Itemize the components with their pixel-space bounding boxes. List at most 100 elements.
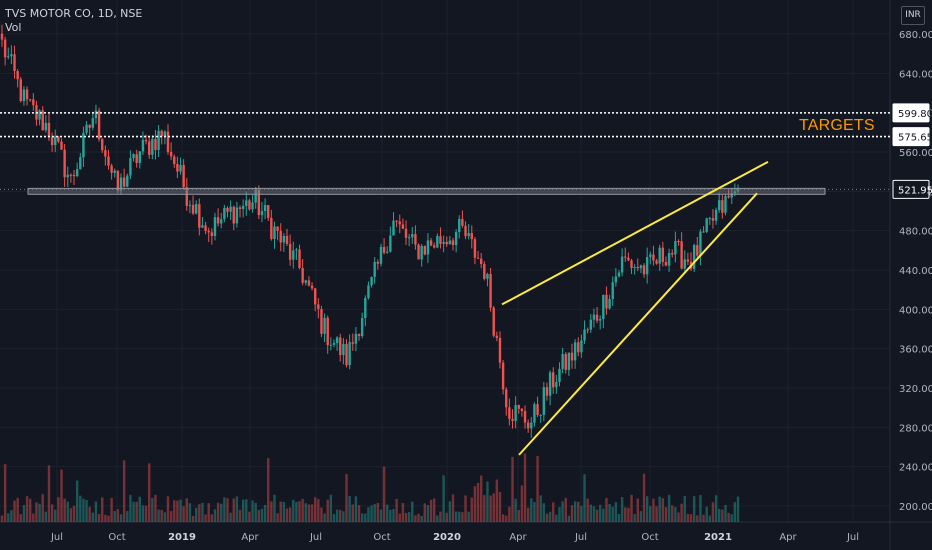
volume-bar <box>642 473 646 522</box>
candle-body <box>448 240 452 245</box>
volume-bar <box>188 503 192 522</box>
volume-bar <box>649 506 652 522</box>
volume-bar <box>545 513 549 522</box>
volume-bar <box>276 513 279 522</box>
candle-body <box>671 253 674 255</box>
volume-bar <box>501 514 505 522</box>
candle-body <box>558 368 561 383</box>
candle-body <box>630 260 633 269</box>
svg-text:575.65: 575.65 <box>898 133 932 144</box>
candle-body <box>404 228 408 238</box>
candle-body <box>238 207 242 209</box>
candle-body <box>332 343 336 345</box>
volume-bar <box>16 497 19 522</box>
candle-body <box>624 256 627 258</box>
volume-legend[interactable]: Vol <box>5 21 22 34</box>
candle-body <box>7 56 10 58</box>
candlestick-series[interactable] <box>0 24 740 438</box>
candle-body <box>113 170 116 173</box>
candle-body <box>376 261 380 264</box>
volume-bar <box>94 501 98 522</box>
volume-bar <box>586 498 589 522</box>
volume-bar <box>267 458 270 522</box>
volume-bar <box>539 495 542 522</box>
candle-body <box>458 218 461 232</box>
candle-body <box>348 342 351 366</box>
candle-body <box>545 387 549 396</box>
candle-body <box>44 122 48 131</box>
volume-bar <box>658 496 661 522</box>
candle-body <box>727 196 730 198</box>
volume-bar <box>88 506 91 522</box>
candle-body <box>135 154 138 163</box>
symbol-title[interactable]: TVS MOTOR CO, 1D, NSE <box>5 7 143 20</box>
targets-annotation: TARGETS <box>799 117 875 134</box>
volume-bar <box>220 503 223 522</box>
candle-body <box>279 230 282 243</box>
price-tick-label: 440.00 <box>899 266 932 277</box>
volume-bar <box>223 497 226 522</box>
time-tick-label: Apr <box>509 532 527 543</box>
time-tick-label: Jul <box>846 532 859 543</box>
candle-body <box>151 138 154 155</box>
candle-body <box>179 165 182 172</box>
time-tick-label: Oct <box>108 532 125 543</box>
volume-bar <box>288 507 292 522</box>
volume-bar <box>357 505 361 522</box>
volume-bar <box>520 485 524 522</box>
candle-body <box>82 132 85 158</box>
price-tick-label: 400.00 <box>899 305 932 316</box>
volume-bar <box>35 502 38 522</box>
volume-bar <box>107 515 110 522</box>
volume-bar <box>229 512 232 522</box>
volume-bar <box>686 513 690 522</box>
candle-body <box>191 204 195 214</box>
candle-body <box>683 259 686 269</box>
volume-bar <box>75 480 79 522</box>
candle-body <box>22 89 26 102</box>
candle-body <box>620 256 624 273</box>
price-axis[interactable]: 680.00640.00600.00560.00520.00480.00440.… <box>899 30 932 513</box>
volume-bar <box>561 501 564 522</box>
candle-body <box>144 139 148 142</box>
trendline[interactable] <box>501 160 769 306</box>
volume-bar <box>63 498 66 522</box>
volume-bar <box>420 515 423 522</box>
volume-bar <box>674 507 677 522</box>
time-tick-label: 2020 <box>433 532 461 543</box>
candle-body <box>354 333 358 344</box>
volume-series[interactable] <box>0 453 740 522</box>
chart-legend: TVS MOTOR CO, 1D, NSE Vol <box>5 7 142 35</box>
candle-body <box>32 99 35 106</box>
candle-body <box>426 240 430 255</box>
volume-bar <box>173 500 176 522</box>
candle-body <box>339 337 342 356</box>
volume-bar <box>733 502 737 522</box>
volume-bar <box>263 505 267 522</box>
currency-badge[interactable]: INR <box>901 6 925 25</box>
volume-bar <box>66 501 69 522</box>
trendline[interactable] <box>518 192 758 456</box>
volume-bar <box>241 499 245 522</box>
candle-body <box>401 224 405 229</box>
candle-body <box>235 207 239 224</box>
candle-body <box>273 226 276 240</box>
volume-bar <box>552 502 555 522</box>
candle-body <box>97 110 101 140</box>
time-axis[interactable]: Jul Oct 2019 Apr Jul Oct 2020 Apr Jul Oct 2021 Apr J… <box>50 532 859 543</box>
volume-bar <box>470 497 473 522</box>
candle-body <box>285 235 289 244</box>
candle-body <box>407 237 411 239</box>
volume-bar <box>129 494 132 522</box>
volume-bar <box>163 512 167 522</box>
resistance-zone[interactable] <box>27 187 826 195</box>
volume-bar <box>245 499 248 522</box>
candle-body <box>288 243 292 260</box>
candle-body <box>724 196 727 213</box>
volume-bar <box>401 503 405 522</box>
candle-body <box>627 257 630 261</box>
price-level-tag: 599.80 <box>892 103 932 123</box>
candle-body <box>411 234 414 238</box>
candle-body <box>523 411 527 423</box>
